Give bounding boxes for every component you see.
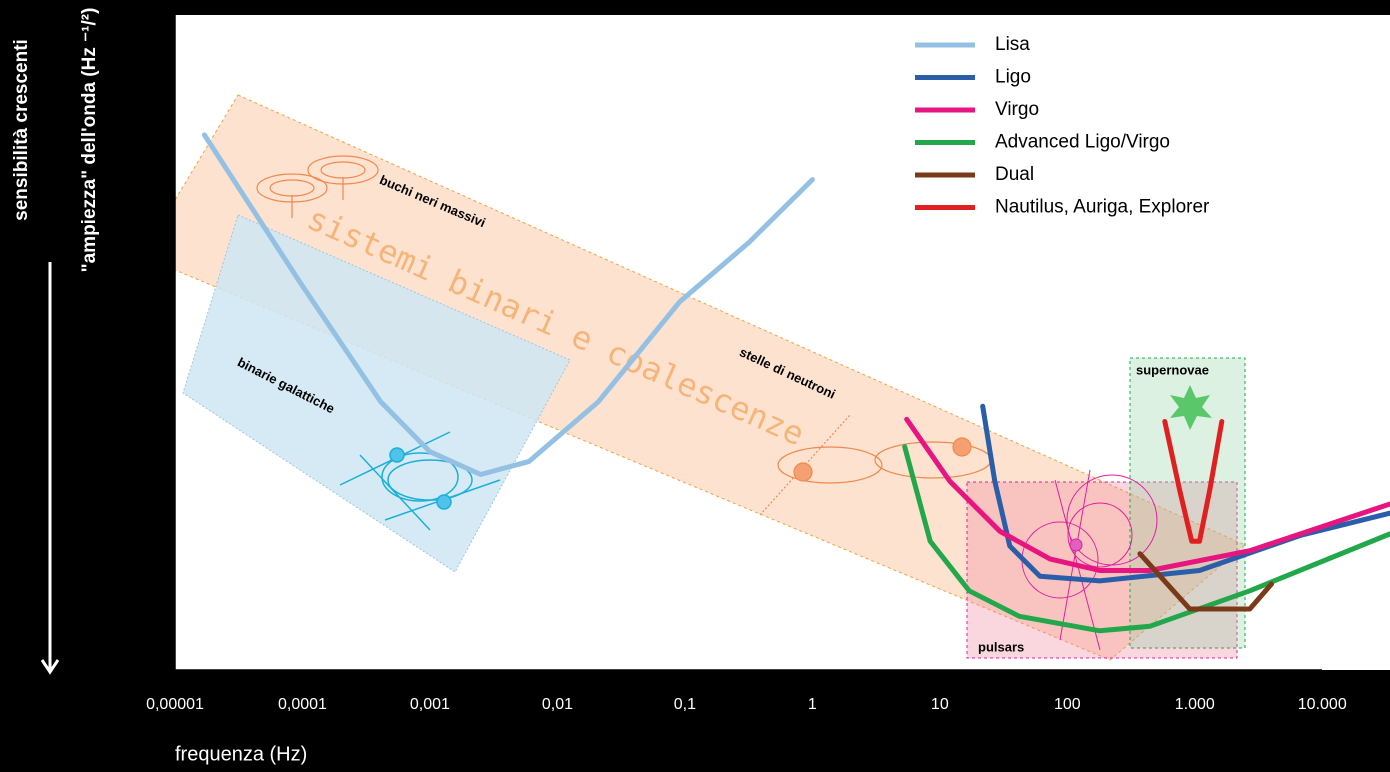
annotation: supernovae bbox=[1136, 362, 1209, 377]
legend-label: Lisa bbox=[995, 34, 1030, 55]
x-tick-label: 1 bbox=[808, 696, 817, 713]
series-line bbox=[904, 416, 1390, 573]
y-tick-label: 10⁻¹⁸ bbox=[117, 355, 153, 372]
x-tick-label: 10 bbox=[931, 696, 949, 713]
side-label: sensibilità crescenti bbox=[11, 39, 32, 221]
arrow-head bbox=[40, 659, 60, 675]
series-line bbox=[1162, 419, 1225, 544]
y-tick-label: 10⁻²¹ bbox=[118, 486, 153, 503]
x-tick-label: 1.000 bbox=[1175, 696, 1215, 713]
legend-label: Virgo bbox=[995, 99, 1039, 120]
galactic-binary-icon bbox=[339, 431, 501, 531]
series-line bbox=[201, 132, 815, 477]
y-tick-label: 10⁻¹⁵ bbox=[117, 224, 153, 241]
y-axis-label: "ampiezza" dell'onda (Hz ⁻¹/²) bbox=[79, 8, 100, 273]
x-axis-label: frequenza (Hz) bbox=[175, 743, 307, 765]
legend-label: Dual bbox=[995, 164, 1034, 185]
x-tick-label: 0,00001 bbox=[146, 696, 204, 713]
legend-label: Advanced Ligo/Virgo bbox=[995, 132, 1170, 153]
x-tick-label: 0,001 bbox=[410, 696, 450, 713]
neutron-star-icon bbox=[759, 414, 992, 516]
series-line bbox=[902, 444, 1390, 634]
black-hole-icons bbox=[256, 155, 379, 218]
y-tick-label: 10⁻¹² bbox=[118, 93, 153, 110]
legend-label: Nautilus, Auriga, Explorer bbox=[995, 197, 1210, 218]
x-tick-label: 100 bbox=[1054, 696, 1081, 713]
legend-label: Ligo bbox=[995, 67, 1031, 88]
x-tick-label: 0,0001 bbox=[278, 696, 327, 713]
x-tick-label: 10.000 bbox=[1298, 696, 1347, 713]
supernova-icon bbox=[1170, 385, 1212, 430]
x-tick-label: 0,01 bbox=[542, 696, 573, 713]
annotation: pulsars bbox=[978, 639, 1024, 654]
binary-region bbox=[174, 94, 1246, 661]
x-tick-label: 0,1 bbox=[674, 696, 696, 713]
y-tick-label: 10⁻²⁴ bbox=[117, 617, 153, 634]
series-line bbox=[1137, 551, 1274, 612]
series-group bbox=[201, 132, 1390, 634]
